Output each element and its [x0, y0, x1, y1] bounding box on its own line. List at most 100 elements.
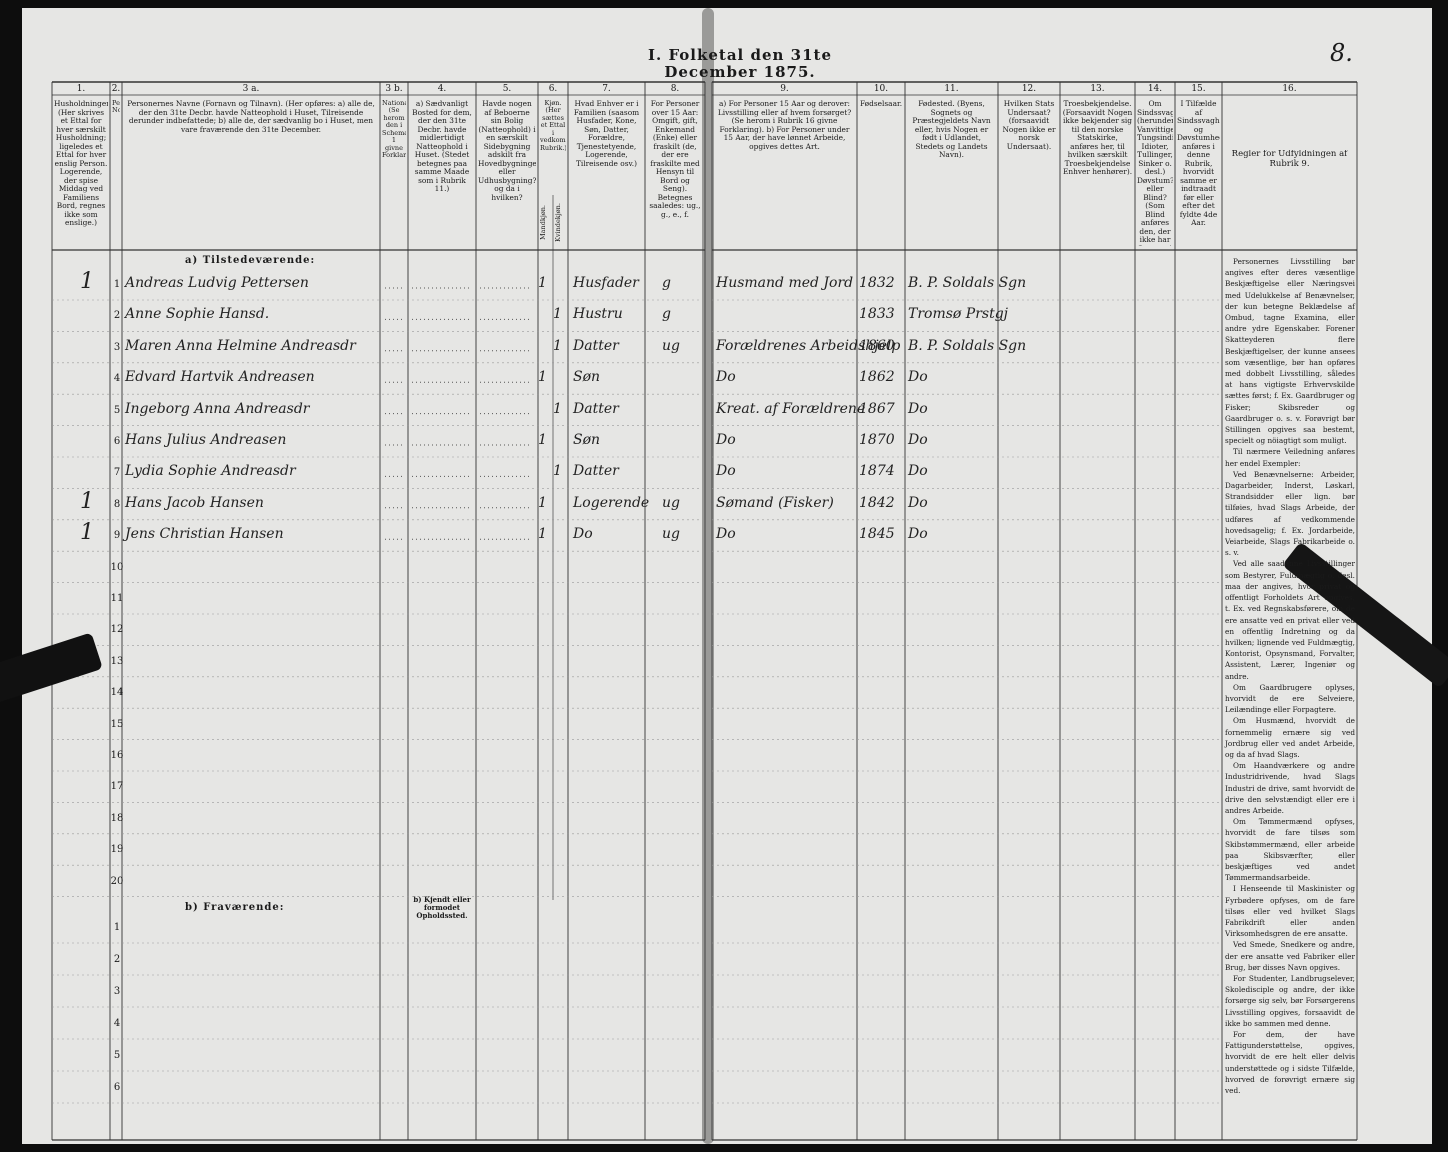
title: I. Folketal den 31te December 1875. — [647, 46, 832, 82]
rule-paragraph: For dem, der have Fattigunderstøttelse, … — [1225, 1030, 1355, 1096]
column-number: 3 a. — [242, 84, 260, 94]
rule-paragraph: Ved Benævnelserne: Arbeider, Dagarbeider… — [1225, 469, 1355, 558]
row-number: 18 — [110, 812, 124, 824]
column-number: 12. — [1021, 84, 1037, 94]
entry-family: Logerende — [573, 494, 650, 511]
column-number: 1. — [76, 84, 86, 94]
entry-household: 1 — [80, 269, 94, 294]
column-number: 4. — [437, 84, 447, 94]
entry-born: 1842 — [859, 494, 895, 511]
entry-household: 1 — [80, 488, 94, 514]
rule-paragraph: Ved alle saadanne Livsstillinger som Bes… — [1225, 559, 1355, 681]
entry-civil: ug — [662, 494, 680, 511]
row-number: 10 — [110, 561, 124, 573]
row-number: 4 — [113, 1018, 121, 1029]
row-number: 16 — [110, 750, 124, 761]
entry-birthplace: Do — [908, 400, 928, 417]
entry-household: 1 — [80, 520, 94, 546]
column-heading: Troesbekjendelse. (Forsaavidt Nogen ikke… — [1062, 100, 1133, 177]
column-heading: Nationalitet (Se herom den i Schema 1 gi… — [382, 100, 406, 160]
row-number: 13 — [110, 655, 124, 667]
row-number: 20 — [110, 875, 124, 887]
entry-name: Andreas Ludvig Pettersen — [125, 275, 309, 291]
rule-paragraph: Til nærmere Veiledning anføres her endel… — [1225, 447, 1355, 468]
entry-birthplace: Do — [908, 463, 928, 480]
entry-name: Lydia Sophie Andreasdr — [125, 463, 296, 480]
column-heading: Hvad Enhver er i Familien (saasom Husfad… — [573, 100, 640, 168]
entry-family: Datter — [573, 337, 619, 354]
column-number: 13. — [1090, 84, 1105, 94]
section-label: b) Kjendt eller formodet Opholdssted. — [413, 896, 471, 921]
row-number: 12 — [110, 624, 124, 636]
entry-family: Husfader — [573, 275, 639, 291]
column-heading: Hvilken Stats Undersaat? (forsaavidt Nog… — [1002, 100, 1056, 151]
entry-family: Do — [573, 526, 593, 543]
column-subheading: Kvindekjøn. — [555, 203, 562, 242]
entry-born: 1860 — [859, 337, 895, 354]
column-subheading: Mandkjøn. — [540, 205, 547, 240]
entry-name: Maren Anna Helmine Andreasdr — [125, 337, 356, 354]
column-heading: a) Sædvanligt Bosted for dem, der den 31… — [412, 100, 472, 194]
entry-born: 1832 — [859, 275, 895, 291]
entry-born: 1870 — [859, 432, 895, 448]
section-label: a) Tilstedeværende: — [185, 255, 316, 266]
entry-birthplace: Do — [908, 369, 928, 386]
entry-occupation: Forældrenes Arbeidshjelp — [716, 337, 901, 354]
entry-born: 1862 — [859, 369, 895, 386]
column-number: 11. — [944, 84, 959, 94]
rules-text: Personernes Livsstilling bør angives eft… — [1225, 256, 1355, 1096]
column-heading: For Personer over 15 Aar: Omgift, gift, … — [649, 100, 701, 219]
entry-family: Datter — [573, 400, 619, 417]
row-number: 2 — [113, 310, 121, 322]
entry-family: Datter — [573, 463, 619, 480]
column-heading: I Tilfælde af Sindssvaghed og Døvstumhed… — [1177, 100, 1220, 228]
entry-occupation: Kreat. af Forældrene — [716, 400, 866, 417]
column-heading: Personernes No. — [112, 100, 120, 115]
row-number: 1 — [113, 922, 121, 933]
column-number: 9. — [780, 84, 789, 94]
entry-occupation: Do — [716, 463, 736, 480]
entry-occupation: Husmand med Jord — [716, 275, 854, 291]
column-heading: Fødested. (Byens, Sognets og Præstegjeld… — [912, 100, 991, 160]
entry-civil: ug — [662, 337, 680, 354]
rule-paragraph: Personernes Livsstilling bør angives eft… — [1225, 257, 1355, 446]
rule-paragraph: Om Husmænd, hvorvidt de fornemmelig ernæ… — [1225, 716, 1355, 759]
entry-female: 1 — [553, 306, 562, 323]
row-number: 3 — [113, 986, 121, 997]
entry-birthplace: Tromsø Prstgj — [908, 306, 1009, 323]
column-number: 5. — [502, 84, 512, 94]
rule-paragraph: Om Haandværkere og andre Industridrivend… — [1225, 761, 1355, 815]
binder-clip — [0, 633, 102, 705]
entry-male: 1 — [538, 369, 547, 386]
row-number: 19 — [110, 844, 124, 856]
entry-occupation: Do — [716, 526, 736, 543]
column-number: 15. — [1191, 84, 1206, 94]
entry-born: 1874 — [859, 463, 895, 480]
entry-female: 1 — [553, 337, 562, 354]
column-number: 6. — [548, 84, 558, 94]
column-heading: Fødselsaar. — [859, 100, 903, 108]
row-number: 6 — [113, 436, 121, 447]
entry-female: 1 — [553, 463, 562, 480]
page-number: 8. — [1330, 39, 1353, 67]
column-heading: Personernes Navne (Fornavn og Tilnavn). … — [127, 100, 375, 134]
column-heading: Om Sindssvag? (herunder Vanvittige, Tung… — [1137, 100, 1173, 246]
entry-occupation: Do — [716, 369, 736, 386]
paper — [22, 8, 1432, 1144]
row-number: 8 — [113, 498, 121, 510]
rule-paragraph: Om Gaardbrugere oplyses, hvorvidt de ere… — [1225, 682, 1355, 715]
row-number: 5 — [113, 404, 121, 416]
pen — [1284, 544, 1448, 686]
rule-paragraph: Om Tømmermænd opfyses, hvorvidt de fare … — [1225, 817, 1355, 883]
entry-family: Hustru — [573, 306, 623, 323]
column-heading: Havde nogen af Beboerne sin Bolig (Natte… — [478, 100, 536, 202]
entry-male: 1 — [538, 432, 547, 448]
column-heading: Husholdninger. (Her skrives et Ettal for… — [54, 100, 108, 228]
column-number: 7. — [602, 84, 611, 94]
row-number: 5 — [113, 1050, 121, 1061]
entry-born: 1833 — [859, 306, 895, 323]
entry-civil: ug — [662, 526, 680, 543]
row-number: 15 — [110, 718, 124, 730]
